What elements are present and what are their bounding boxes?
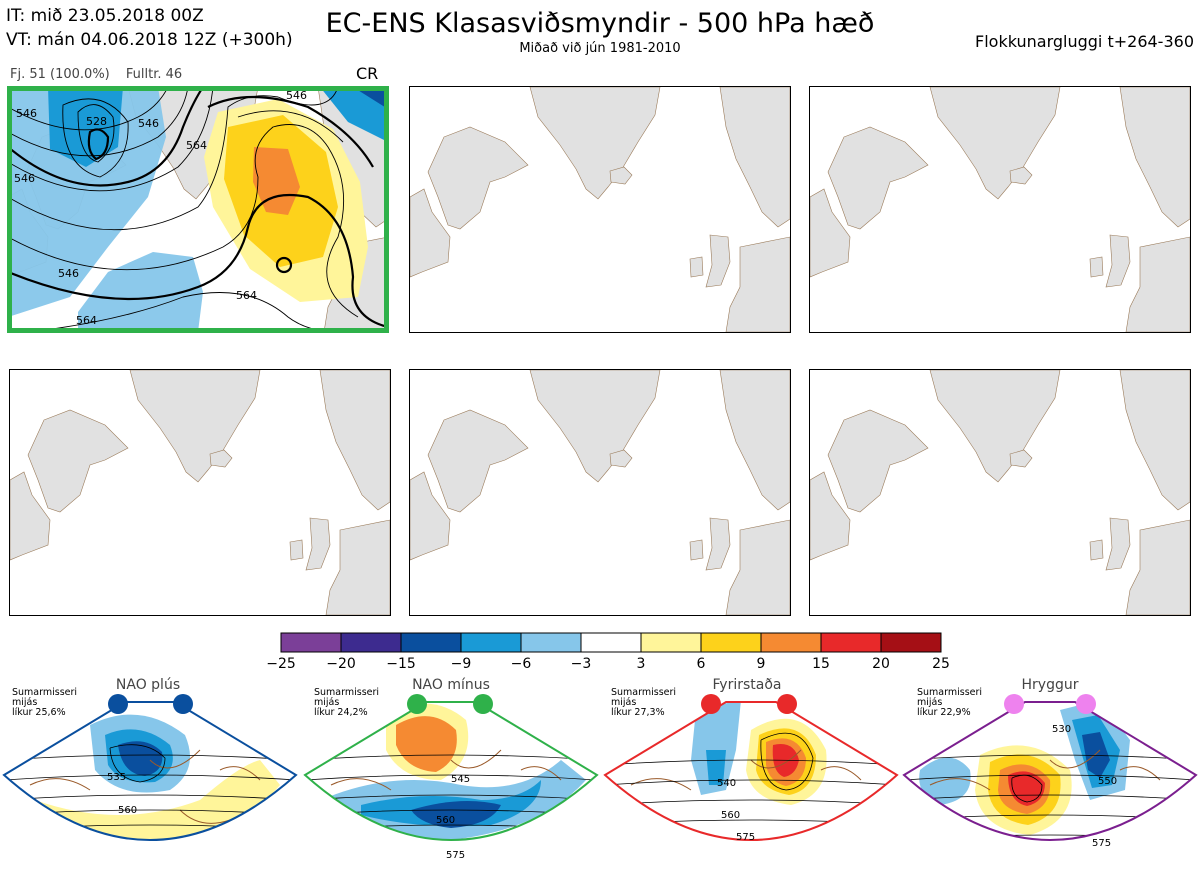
member-count: Fj. 51 (100.0%) [10,67,110,82]
contour-label: 546 [138,117,159,130]
valid-time: VT: mán 04.06.2018 12Z (+300h) [6,30,293,50]
fan-outline [303,701,599,841]
colorbar-swatch [460,632,522,653]
colorbar-swatch [700,632,762,653]
regime-marker [108,694,128,714]
colorbar [280,632,942,653]
colorbar-tick: 9 [756,656,766,672]
panel5-map [410,370,790,615]
colorbar-tick: −9 [450,656,472,672]
regime-title-nao-plus: NAO plús [115,677,181,693]
panel-cluster-3[interactable] [809,86,1191,333]
regime-marker [473,694,493,714]
regime-title-ridge: Hryggur [1021,677,1079,693]
colorbar-tick: −15 [386,656,416,672]
contour-label: 546 [58,267,79,280]
climate-reference: Miðað við jún 1981-2010 [519,41,681,56]
contour-label: 564 [186,139,207,152]
regime-marker [701,694,721,714]
init-time: IT: mið 23.05.2018 00Z [6,6,204,26]
colorbar-tick: 6 [696,656,706,672]
panel1-info: Fj. 51 (100.0%) Fulltr. 46 [10,67,194,82]
regime-marker [777,694,797,714]
panel-cluster-2[interactable] [409,86,791,333]
fan-outline [603,701,899,841]
panel-cluster-1[interactable]: 546 528 546 564 546 546 564 564 546 [7,86,389,333]
colorbar-swatch [580,632,642,653]
contour-label: 546 [14,172,35,185]
contour-label: 528 [86,115,107,128]
classification-window: Flokkunargluggi t+264-360 [975,32,1194,51]
regime-title-blocking: Fyrirstaða [712,677,782,693]
regime-note-nao-plus: Sumarmisseri mijás líkur 25,6% [12,687,78,718]
contour-label: 560 [436,815,455,826]
contour-label: 564 [236,289,257,302]
regime-note-nao-minus: Sumarmisseri mijás líkur 24,2% [314,687,380,718]
colorbar-swatch [400,632,462,653]
regime-note-ridge: Sumarmisseri mijás líkur 22,9% [917,687,983,718]
colorbar-swatch [880,632,942,653]
contour-label: 545 [451,774,470,785]
regime-marker [173,694,193,714]
colorbar-tick: −25 [266,656,296,672]
contour-label: 560 [721,810,740,821]
panel1-map: 546 528 546 564 546 546 564 564 546 [12,91,384,328]
regime-marker [407,694,427,714]
regime-note-blocking: Sumarmisseri mijás líkur 27,3% [611,687,677,718]
colorbar-swatch [820,632,882,653]
regime-title-nao-minus: NAO mínus [412,677,490,693]
contour-label: 560 [118,805,137,816]
panel-cluster-5[interactable] [409,369,791,616]
regime-marker [1076,694,1096,714]
regime-map-nao-minus: 545 560 575 [303,694,599,861]
contour-label: 575 [446,850,465,861]
contour-label: 530 [1052,724,1071,735]
contour-label: 575 [1092,838,1111,849]
colorbar-swatch [340,632,402,653]
panel-cluster-6[interactable] [809,369,1191,616]
panel6-map [810,370,1190,615]
regime-code: CR [356,64,379,83]
fan-outline [902,701,1198,841]
regime-map-blocking: 540 560 575 [603,694,899,843]
colorbar-swatch [520,632,582,653]
representative-member: Fulltr. 46 [125,67,183,82]
colorbar-tick: −6 [510,656,532,672]
contour-label: 540 [717,778,736,789]
fan-outline [2,701,298,841]
contour-label: 535 [107,772,126,783]
colorbar-swatch [640,632,702,653]
page-title: EC-ENS Klasasviðsmyndir - 500 hPa hæð [325,8,875,39]
contour-label: 546 [286,91,307,102]
regime-map-nao-plus: 535 560 [2,694,298,841]
colorbar-tick: 3 [636,656,646,672]
colorbar-tick: 25 [932,656,950,672]
colorbar-tick: −3 [570,656,592,672]
colorbar-swatch [760,632,822,653]
regime-marker [1004,694,1024,714]
panel-cluster-4[interactable] [9,369,391,616]
panel2-map [410,87,790,332]
contour-label: 564 [76,314,97,327]
contour-label: 546 [16,107,37,120]
regime-map-ridge: 530 550 575 [902,694,1198,849]
colorbar-swatch [280,632,342,653]
panel4-map [10,370,390,615]
colorbar-tick: −20 [326,656,356,672]
colorbar-tick: 20 [872,656,890,672]
colorbar-tick: 15 [812,656,830,672]
contour-label: 550 [1098,776,1117,787]
contour-label: 575 [736,832,755,843]
panel3-map [810,87,1190,332]
